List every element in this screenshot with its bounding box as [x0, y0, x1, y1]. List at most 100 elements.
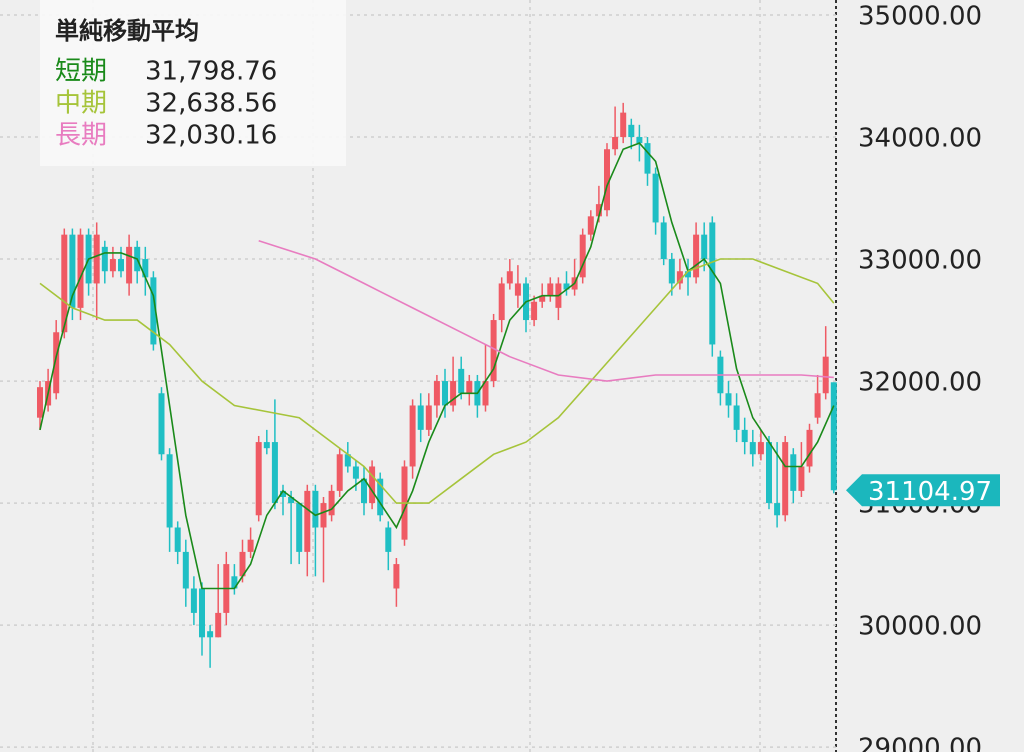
candle-body — [263, 442, 270, 449]
candle-body — [547, 283, 554, 296]
candle-body — [693, 234, 700, 278]
y-tick-label: 34000.00 — [858, 124, 982, 154]
candle-body — [150, 277, 157, 345]
candle-body — [490, 320, 497, 382]
candle-body — [450, 381, 457, 406]
y-tick-label: 35000.00 — [858, 2, 982, 32]
candle-body — [118, 259, 124, 272]
candle-body — [126, 246, 133, 284]
candle-body — [531, 301, 538, 321]
candle-body — [369, 466, 376, 504]
candle-body — [766, 442, 772, 504]
candle-body — [506, 271, 513, 284]
candle-body — [101, 246, 108, 272]
legend: 短期 31,798.76 中期 32,638.56 長期 32,030.16 — [55, 57, 277, 151]
candle-body — [344, 454, 351, 467]
candle-body — [498, 283, 505, 321]
candle-body — [782, 442, 789, 516]
candle-body — [442, 381, 448, 406]
candle-body — [685, 271, 691, 278]
candle-body — [328, 490, 335, 516]
legend-value: 32,030.16 — [145, 121, 277, 151]
candle-body — [620, 112, 627, 138]
candle-body — [514, 283, 521, 296]
moving-average-line — [39, 142, 835, 590]
legend-value: 31,798.76 — [145, 57, 277, 87]
candle-body — [725, 393, 732, 406]
candle-body — [207, 631, 214, 638]
candle-body — [701, 234, 708, 260]
candle-body — [587, 216, 594, 235]
candle-body — [774, 503, 781, 516]
moving-average-line — [258, 239, 834, 382]
plot — [0, 14, 837, 748]
y-tick-label: 29000.00 — [858, 734, 982, 752]
candle-body — [733, 405, 740, 430]
candle-body — [304, 490, 311, 552]
candle-body — [247, 539, 254, 552]
candle-body — [741, 429, 748, 443]
candle-body — [628, 124, 635, 138]
candle-body — [433, 381, 440, 406]
candle-body — [660, 222, 667, 260]
candle-body — [425, 405, 432, 430]
candle-body — [93, 234, 100, 284]
candle-body — [668, 259, 675, 284]
legend-box — [40, 0, 346, 166]
candle-body — [822, 356, 829, 394]
candle-body — [652, 173, 659, 223]
legend-name: 短期 — [55, 57, 107, 87]
moving-average-line — [39, 258, 835, 504]
candle-body — [458, 368, 465, 394]
candle-body — [393, 564, 400, 589]
legend-title: 単純移動平均 — [55, 17, 199, 45]
legend-value: 32,638.56 — [145, 89, 277, 119]
candle-body — [166, 454, 173, 528]
last-price-marker: 31104.97 — [846, 474, 1000, 507]
y-tick-label: 33000.00 — [858, 246, 982, 276]
price-tag — [846, 474, 1000, 507]
candle-body — [612, 137, 619, 150]
candle-body — [296, 503, 303, 552]
candle-body — [466, 381, 473, 394]
candle-body — [69, 234, 76, 308]
candle-body — [61, 234, 68, 333]
candle-body — [579, 234, 586, 278]
candle-body — [806, 429, 813, 467]
candle-body — [352, 466, 359, 479]
candle-body — [320, 503, 327, 528]
candle-body — [361, 478, 367, 504]
candle-body — [798, 466, 805, 491]
candle-body — [109, 259, 116, 272]
candle-body — [77, 234, 84, 308]
y-tick-label: 30000.00 — [858, 612, 982, 642]
candle-body — [174, 527, 181, 552]
candle-body — [312, 490, 319, 528]
candle-body — [239, 551, 246, 577]
candle-body — [482, 381, 489, 406]
candle-body — [636, 137, 643, 144]
price-tag-label: 31104.97 — [868, 477, 992, 507]
candle-body — [377, 478, 384, 516]
candle-body — [709, 222, 716, 345]
candle-body — [417, 405, 424, 430]
y-tick-label: 32000.00 — [858, 368, 982, 398]
candle-body — [158, 393, 165, 455]
candle-body — [37, 387, 43, 418]
candle-body — [336, 454, 343, 491]
axis: 29000.0030000.0031000.0032000.0033000.00… — [858, 2, 982, 752]
candle-body — [757, 442, 764, 455]
candle-body — [199, 588, 205, 638]
candle-body — [595, 204, 602, 217]
candle-body — [288, 496, 295, 504]
candle-body — [182, 551, 189, 589]
candle-body — [385, 527, 392, 552]
candle-body — [280, 490, 286, 497]
candle-body — [814, 393, 821, 418]
candle-body — [563, 283, 570, 290]
candle-body — [790, 454, 797, 491]
candle-body — [749, 442, 756, 455]
candle-body — [409, 405, 416, 467]
